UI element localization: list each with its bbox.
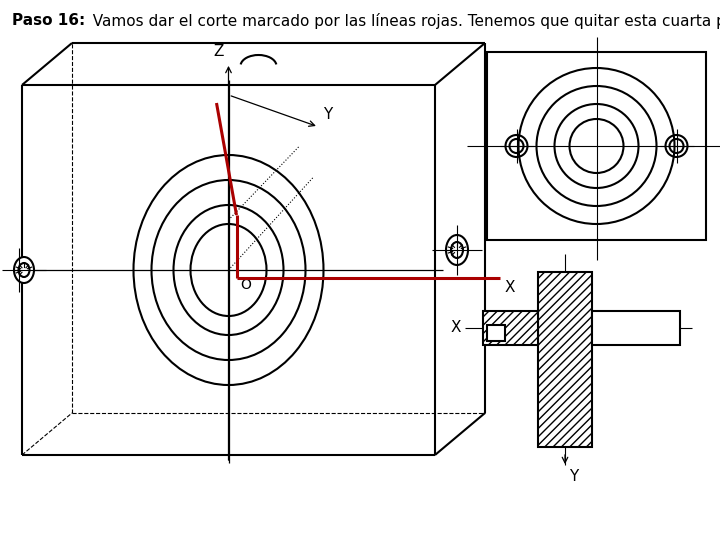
Text: X: X — [451, 321, 461, 335]
Text: Y: Y — [323, 107, 332, 122]
Bar — [592, 311, 680, 345]
Bar — [487, 52, 706, 240]
Bar — [538, 272, 592, 447]
Text: Vamos dar el corte marcado por las líneas rojas. Tenemos que quitar esta cuarta : Vamos dar el corte marcado por las línea… — [83, 13, 720, 29]
Bar — [483, 311, 538, 345]
Text: Z: Z — [213, 44, 223, 59]
Bar — [487, 325, 505, 341]
Ellipse shape — [446, 235, 468, 265]
Text: X: X — [505, 280, 516, 295]
Ellipse shape — [14, 257, 34, 283]
Text: O: O — [240, 278, 251, 292]
Text: Y: Y — [569, 469, 578, 484]
Ellipse shape — [451, 242, 463, 258]
Ellipse shape — [19, 263, 30, 277]
Text: Paso 16:: Paso 16: — [12, 13, 85, 28]
